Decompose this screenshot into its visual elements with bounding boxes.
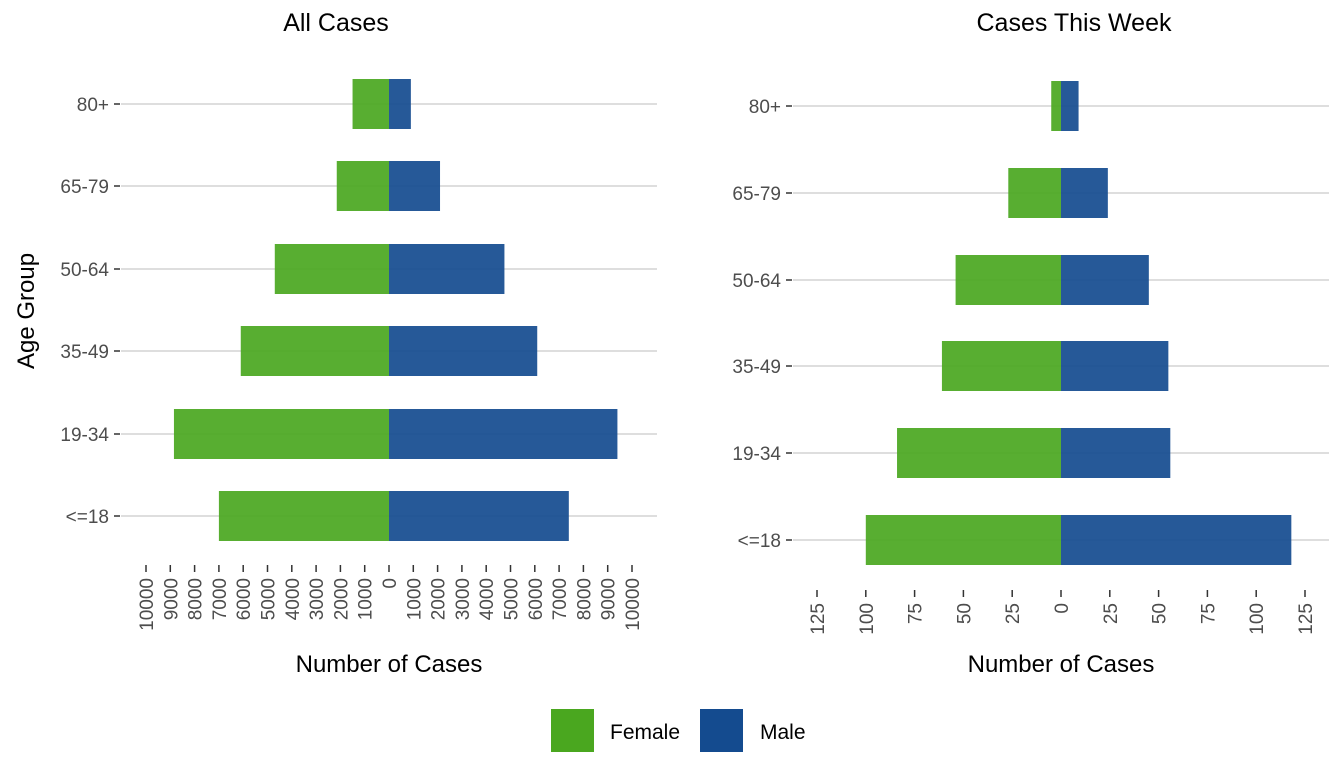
y-tick-label-all-cases-4: 65-79 [60, 177, 109, 198]
bar-all-cases-female-2 [240, 326, 389, 376]
x-tick-label-cases-this-week-6: 25 [1101, 603, 1122, 624]
bar-all-cases-female-1 [173, 409, 389, 459]
chart-title-all-cases: All Cases [283, 9, 389, 37]
bar-cases-this-week-female-4 [1008, 168, 1061, 218]
x-tick-label-all-cases-4: 6000 [234, 578, 255, 620]
legend: Female Male [551, 709, 806, 752]
y-tick-label-cases-this-week-1: 19-34 [732, 444, 781, 465]
x-tick-label-all-cases-20: 10000 [623, 578, 644, 631]
bar-cases-this-week-male-4 [1061, 168, 1108, 218]
bar-cases-this-week-female-2 [941, 341, 1061, 391]
x-tick-label-cases-this-week-4: 25 [1003, 603, 1024, 624]
y-tick-label-all-cases-1: 19-34 [60, 425, 109, 446]
x-tick-label-all-cases-10: 0 [380, 578, 401, 589]
bar-cases-this-week-male-5 [1061, 81, 1079, 131]
x-axis-label-cases-this-week: Number of Cases [968, 651, 1155, 678]
x-tick-label-all-cases-5: 5000 [259, 578, 280, 620]
x-tick-label-all-cases-16: 6000 [526, 578, 547, 620]
x-tick-label-all-cases-19: 9000 [599, 578, 620, 620]
x-axis-label-all-cases: Number of Cases [296, 651, 483, 678]
bar-cases-this-week-female-0 [865, 515, 1061, 565]
x-tick-label-all-cases-7: 3000 [307, 578, 328, 620]
x-tick-label-all-cases-2: 8000 [186, 578, 207, 620]
x-tick-label-all-cases-17: 7000 [550, 578, 571, 620]
x-tick-label-cases-this-week-2: 75 [906, 603, 927, 624]
legend-swatch-female [551, 709, 594, 752]
x-tick-label-all-cases-3: 7000 [210, 578, 231, 620]
bar-cases-this-week-male-2 [1061, 341, 1169, 391]
x-tick-label-all-cases-9: 1000 [356, 578, 377, 620]
panel-cases-this-week: <=18 19-34 35-49 50-64 65-79 80+ 125 100 75 50 25 0… [732, 9, 1329, 678]
x-tick-label-all-cases-13: 3000 [453, 578, 474, 620]
y-tick-label-all-cases-3: 50-64 [60, 260, 109, 281]
bar-cases-this-week-female-3 [955, 255, 1061, 305]
x-tick-label-all-cases-1: 9000 [161, 578, 182, 620]
x-tick-label-cases-this-week-9: 100 [1247, 603, 1268, 635]
x-tick-label-cases-this-week-3: 50 [954, 603, 975, 624]
y-axis-label-all-cases: Age Group [13, 253, 40, 369]
y-tick-label-all-cases-2: 35-49 [60, 342, 109, 363]
y-tick-label-cases-this-week-2: 35-49 [732, 357, 781, 378]
bar-all-cases-female-0 [218, 491, 389, 541]
bar-cases-this-week-female-1 [897, 428, 1061, 478]
x-tick-label-all-cases-14: 4000 [477, 578, 498, 620]
y-tick-label-cases-this-week-5: 80+ [749, 97, 781, 118]
bar-all-cases-male-2 [389, 326, 538, 376]
bar-all-cases-male-4 [389, 161, 441, 211]
bar-all-cases-male-3 [389, 244, 505, 294]
y-tick-label-all-cases-5: 80+ [77, 95, 109, 116]
x-tick-label-cases-this-week-10: 125 [1296, 603, 1317, 635]
bar-all-cases-female-5 [352, 79, 389, 129]
x-tick-label-all-cases-0: 10000 [137, 578, 158, 631]
y-tick-label-cases-this-week-4: 65-79 [732, 184, 781, 205]
x-tick-label-all-cases-12: 2000 [429, 578, 450, 620]
legend-label-female: Female [610, 721, 680, 744]
x-tick-label-cases-this-week-7: 50 [1150, 603, 1171, 624]
x-tick-label-cases-this-week-0: 125 [808, 603, 829, 635]
legend-swatch-male [700, 709, 743, 752]
x-tick-label-all-cases-6: 4000 [283, 578, 304, 620]
x-tick-label-all-cases-18: 8000 [574, 578, 595, 620]
y-tick-label-cases-this-week-0: <=18 [738, 531, 781, 552]
bar-all-cases-male-0 [389, 491, 569, 541]
bar-all-cases-female-3 [274, 244, 389, 294]
bar-cases-this-week-male-0 [1061, 515, 1292, 565]
bar-cases-this-week-male-3 [1061, 255, 1149, 305]
bar-all-cases-male-1 [389, 409, 618, 459]
bar-all-cases-male-5 [389, 79, 411, 129]
x-tick-label-all-cases-11: 1000 [404, 578, 425, 620]
bar-cases-this-week-female-5 [1051, 81, 1061, 131]
x-tick-label-cases-this-week-8: 75 [1198, 603, 1219, 624]
y-tick-label-all-cases-0: <=18 [66, 507, 109, 528]
chart-title-cases-this-week: Cases This Week [977, 9, 1172, 37]
x-tick-label-all-cases-15: 5000 [502, 578, 523, 620]
bar-cases-this-week-male-1 [1061, 428, 1171, 478]
x-tick-label-cases-this-week-5: 0 [1052, 603, 1073, 614]
y-tick-label-cases-this-week-3: 50-64 [732, 271, 781, 292]
legend-label-male: Male [760, 721, 806, 744]
x-tick-label-cases-this-week-1: 100 [857, 603, 878, 635]
bar-all-cases-female-4 [336, 161, 389, 211]
x-tick-label-all-cases-8: 2000 [331, 578, 352, 620]
